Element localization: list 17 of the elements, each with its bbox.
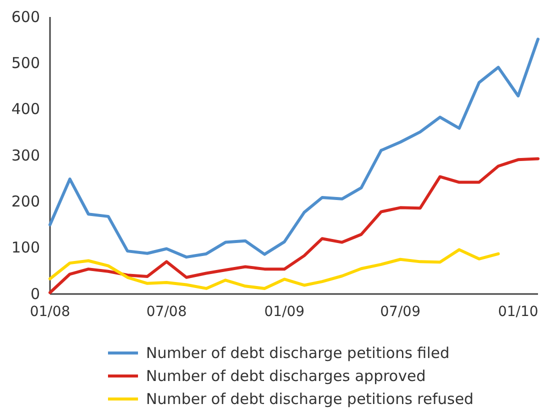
x-tick-label: 07/09 <box>380 304 420 320</box>
legend-label: Number of debt discharge petitions filed <box>146 344 450 362</box>
y-tick-label: 600 <box>11 8 40 26</box>
legend-label: Number of debt discharges approved <box>146 367 426 385</box>
y-tick-label: 500 <box>11 54 40 72</box>
y-tick-label: 400 <box>11 100 40 118</box>
x-tick-label: 01/09 <box>264 304 305 320</box>
line-series <box>48 248 500 290</box>
y-tick-label: 300 <box>11 146 40 164</box>
y-tick-label: 0 <box>30 284 40 303</box>
x-tick-label: 01/10 <box>498 304 538 320</box>
y-tick-label: 100 <box>11 238 40 257</box>
y-tick-label: 200 <box>11 192 40 210</box>
x-tick-label: 07/08 <box>146 304 187 320</box>
legend-label: Number of debt discharge petitions refused <box>146 390 474 408</box>
x-tick-label: 01/08 <box>30 304 70 320</box>
line-series <box>48 38 540 259</box>
